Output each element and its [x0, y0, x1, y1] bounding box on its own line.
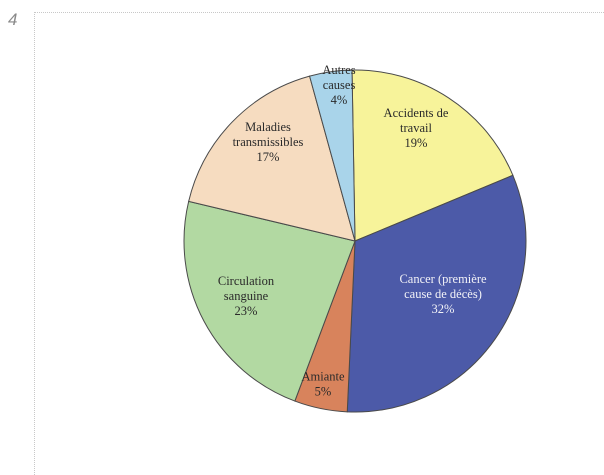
figure-number: 4: [8, 10, 18, 29]
slice-label-0: Accidents de travail 19%: [384, 106, 449, 150]
slice-label-5: Autres causes 4%: [322, 63, 355, 107]
figure-frame-top: [34, 12, 604, 13]
pie-slice-4: [188, 75, 356, 242]
figure-frame-left: [34, 12, 35, 475]
pie-slice-0: [351, 69, 514, 242]
pie-slice-3: [183, 200, 356, 402]
slice-label-2: Amiante 5%: [301, 370, 344, 399]
pie-slice-5: [308, 69, 356, 242]
pie-slice-1: [346, 174, 527, 413]
slice-label-3: Circulation sanguine 23%: [218, 274, 275, 318]
slice-label-4: Maladies transmissibles 17%: [233, 120, 304, 164]
slice-label-1: Cancer (première cause de décès) 32%: [399, 272, 487, 316]
